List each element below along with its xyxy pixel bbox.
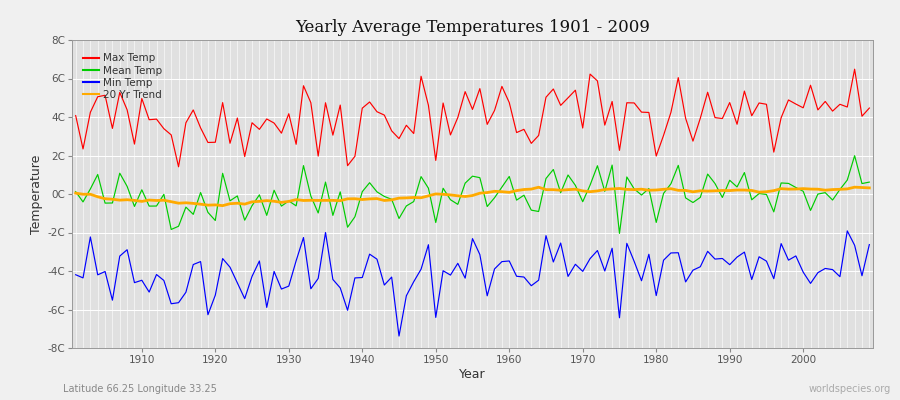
Title: Yearly Average Temperatures 1901 - 2009: Yearly Average Temperatures 1901 - 2009 <box>295 19 650 36</box>
Y-axis label: Temperature: Temperature <box>30 154 43 234</box>
Text: Latitude 66.25 Longitude 33.25: Latitude 66.25 Longitude 33.25 <box>63 384 217 394</box>
Text: worldspecies.org: worldspecies.org <box>809 384 891 394</box>
X-axis label: Year: Year <box>459 368 486 381</box>
Legend: Max Temp, Mean Temp, Min Temp, 20 Yr Trend: Max Temp, Mean Temp, Min Temp, 20 Yr Tre… <box>81 51 165 102</box>
